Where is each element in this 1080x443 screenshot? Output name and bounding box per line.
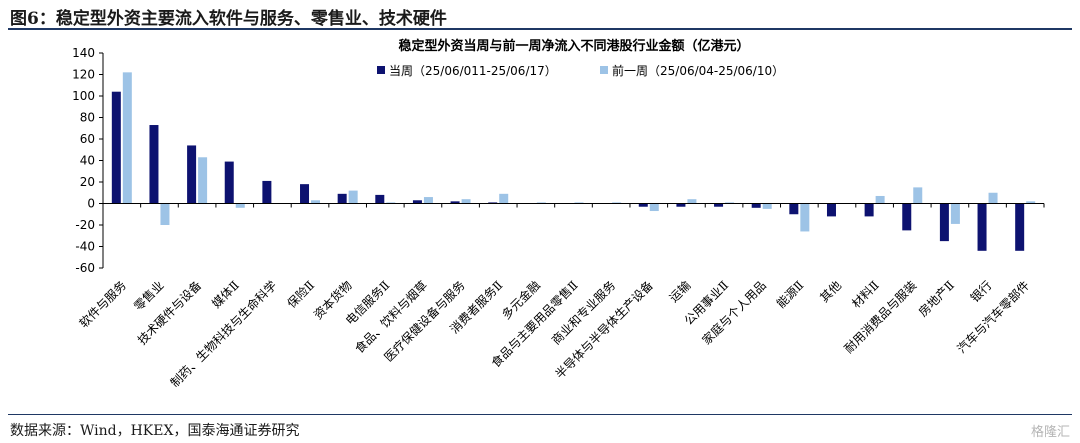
- bar-previous: [988, 192, 998, 204]
- bar-current: [111, 91, 121, 204]
- bar-previous: [386, 202, 396, 204]
- source-note: 数据来源：Wind，HKEX，国泰海通证券研究: [10, 423, 300, 439]
- y-tick-label: 100: [72, 89, 95, 103]
- title-divider: [8, 28, 1072, 30]
- bar-previous: [536, 202, 546, 204]
- bar-previous: [122, 72, 132, 204]
- figure-title: 图6：稳定型外资主要流入软件与服务、零售业、技术硬件: [10, 9, 447, 29]
- bar-previous: [725, 202, 735, 204]
- y-tick-label: -40: [75, 240, 95, 254]
- x-tick-label: 其他: [817, 278, 844, 305]
- y-tick-label: -60: [75, 261, 95, 275]
- bar-current: [714, 203, 724, 207]
- bar-previous: [160, 203, 170, 225]
- y-tick-label: 20: [80, 175, 95, 189]
- chart-title: 稳定型外资当周与前一周净流入不同港股行业金额（亿港元）: [398, 38, 749, 54]
- bar-current: [1015, 203, 1025, 251]
- bar-current: [864, 203, 874, 217]
- y-tick-label: 40: [80, 154, 95, 168]
- bar-previous: [950, 203, 960, 224]
- bar-current: [789, 203, 799, 215]
- bar-previous: [311, 200, 321, 204]
- bar-current: [337, 193, 347, 204]
- bar-previous: [198, 157, 208, 204]
- y-tick-label: 120: [72, 68, 95, 82]
- bar-current: [751, 203, 761, 208]
- bar-current: [187, 145, 197, 204]
- x-tick-label: 运输: [666, 278, 694, 306]
- bar-current: [412, 200, 422, 204]
- bar-previous: [348, 190, 358, 204]
- bar-current: [224, 161, 234, 204]
- x-tick-label: 家庭与个人用品: [699, 278, 769, 348]
- bar-previous: [687, 199, 697, 204]
- x-tick-label: 软件与服务: [76, 278, 129, 331]
- bar-previous: [913, 187, 923, 204]
- x-tick-label: 零售业: [131, 278, 167, 314]
- x-tick-label: 耐用消费品与服装: [842, 278, 920, 356]
- x-tick-label: 保险Ⅱ: [284, 278, 317, 311]
- bar-current: [939, 203, 949, 242]
- legend-label-previous: 前一周（25/06/04-25/06/10）: [612, 63, 784, 78]
- bar-current: [375, 194, 385, 204]
- bar-previous: [800, 203, 810, 232]
- x-tick-label: 媒体Ⅱ: [209, 278, 242, 311]
- bar-previous: [762, 203, 772, 209]
- bar-current: [149, 125, 159, 204]
- x-tick-label: 材料Ⅱ: [849, 278, 882, 311]
- source-divider: [8, 414, 1072, 415]
- y-tick-label: 80: [80, 111, 95, 125]
- bar-current: [488, 202, 498, 204]
- y-tick-label: 140: [72, 46, 95, 60]
- y-tick-label: 0: [87, 197, 95, 211]
- bar-previous: [461, 199, 471, 204]
- bar-previous: [235, 203, 245, 208]
- x-tick-label: 商业和专业服务: [548, 278, 618, 348]
- bar-current: [977, 203, 987, 251]
- bar-previous: [423, 197, 433, 204]
- x-tick-label: 银行: [968, 278, 995, 305]
- bar-chart: 稳定型外资当周与前一周净流入不同港股行业金额（亿港元） 当周（25/06/011-…: [72, 38, 1045, 390]
- y-tick-label: -20: [75, 218, 95, 232]
- legend-swatch-previous: [600, 66, 608, 74]
- y-tick-label: 60: [80, 132, 95, 146]
- bar-current: [676, 203, 686, 207]
- x-tick-label: 房地产Ⅱ: [915, 278, 957, 320]
- bar-current: [902, 203, 912, 231]
- bar-current: [300, 184, 310, 204]
- chart-legend: 当周（25/06/011-25/06/17） 前一周（25/06/04-25/06…: [377, 63, 784, 78]
- bar-current: [450, 201, 460, 204]
- bar-current: [262, 180, 272, 204]
- x-tick-label: 能源Ⅱ: [774, 278, 807, 311]
- bar-current: [638, 203, 648, 207]
- bar-previous: [499, 193, 509, 204]
- bar-previous: [649, 203, 659, 212]
- legend-label-current: 当周（25/06/011-25/06/17）: [389, 64, 557, 78]
- bar-current: [826, 203, 836, 217]
- bar-previous: [1026, 201, 1036, 204]
- bar-previous: [574, 202, 584, 204]
- legend-swatch-current: [377, 66, 385, 74]
- bar-previous: [612, 202, 622, 204]
- watermark: 格隆汇: [1030, 425, 1070, 440]
- bar-previous: [875, 195, 885, 204]
